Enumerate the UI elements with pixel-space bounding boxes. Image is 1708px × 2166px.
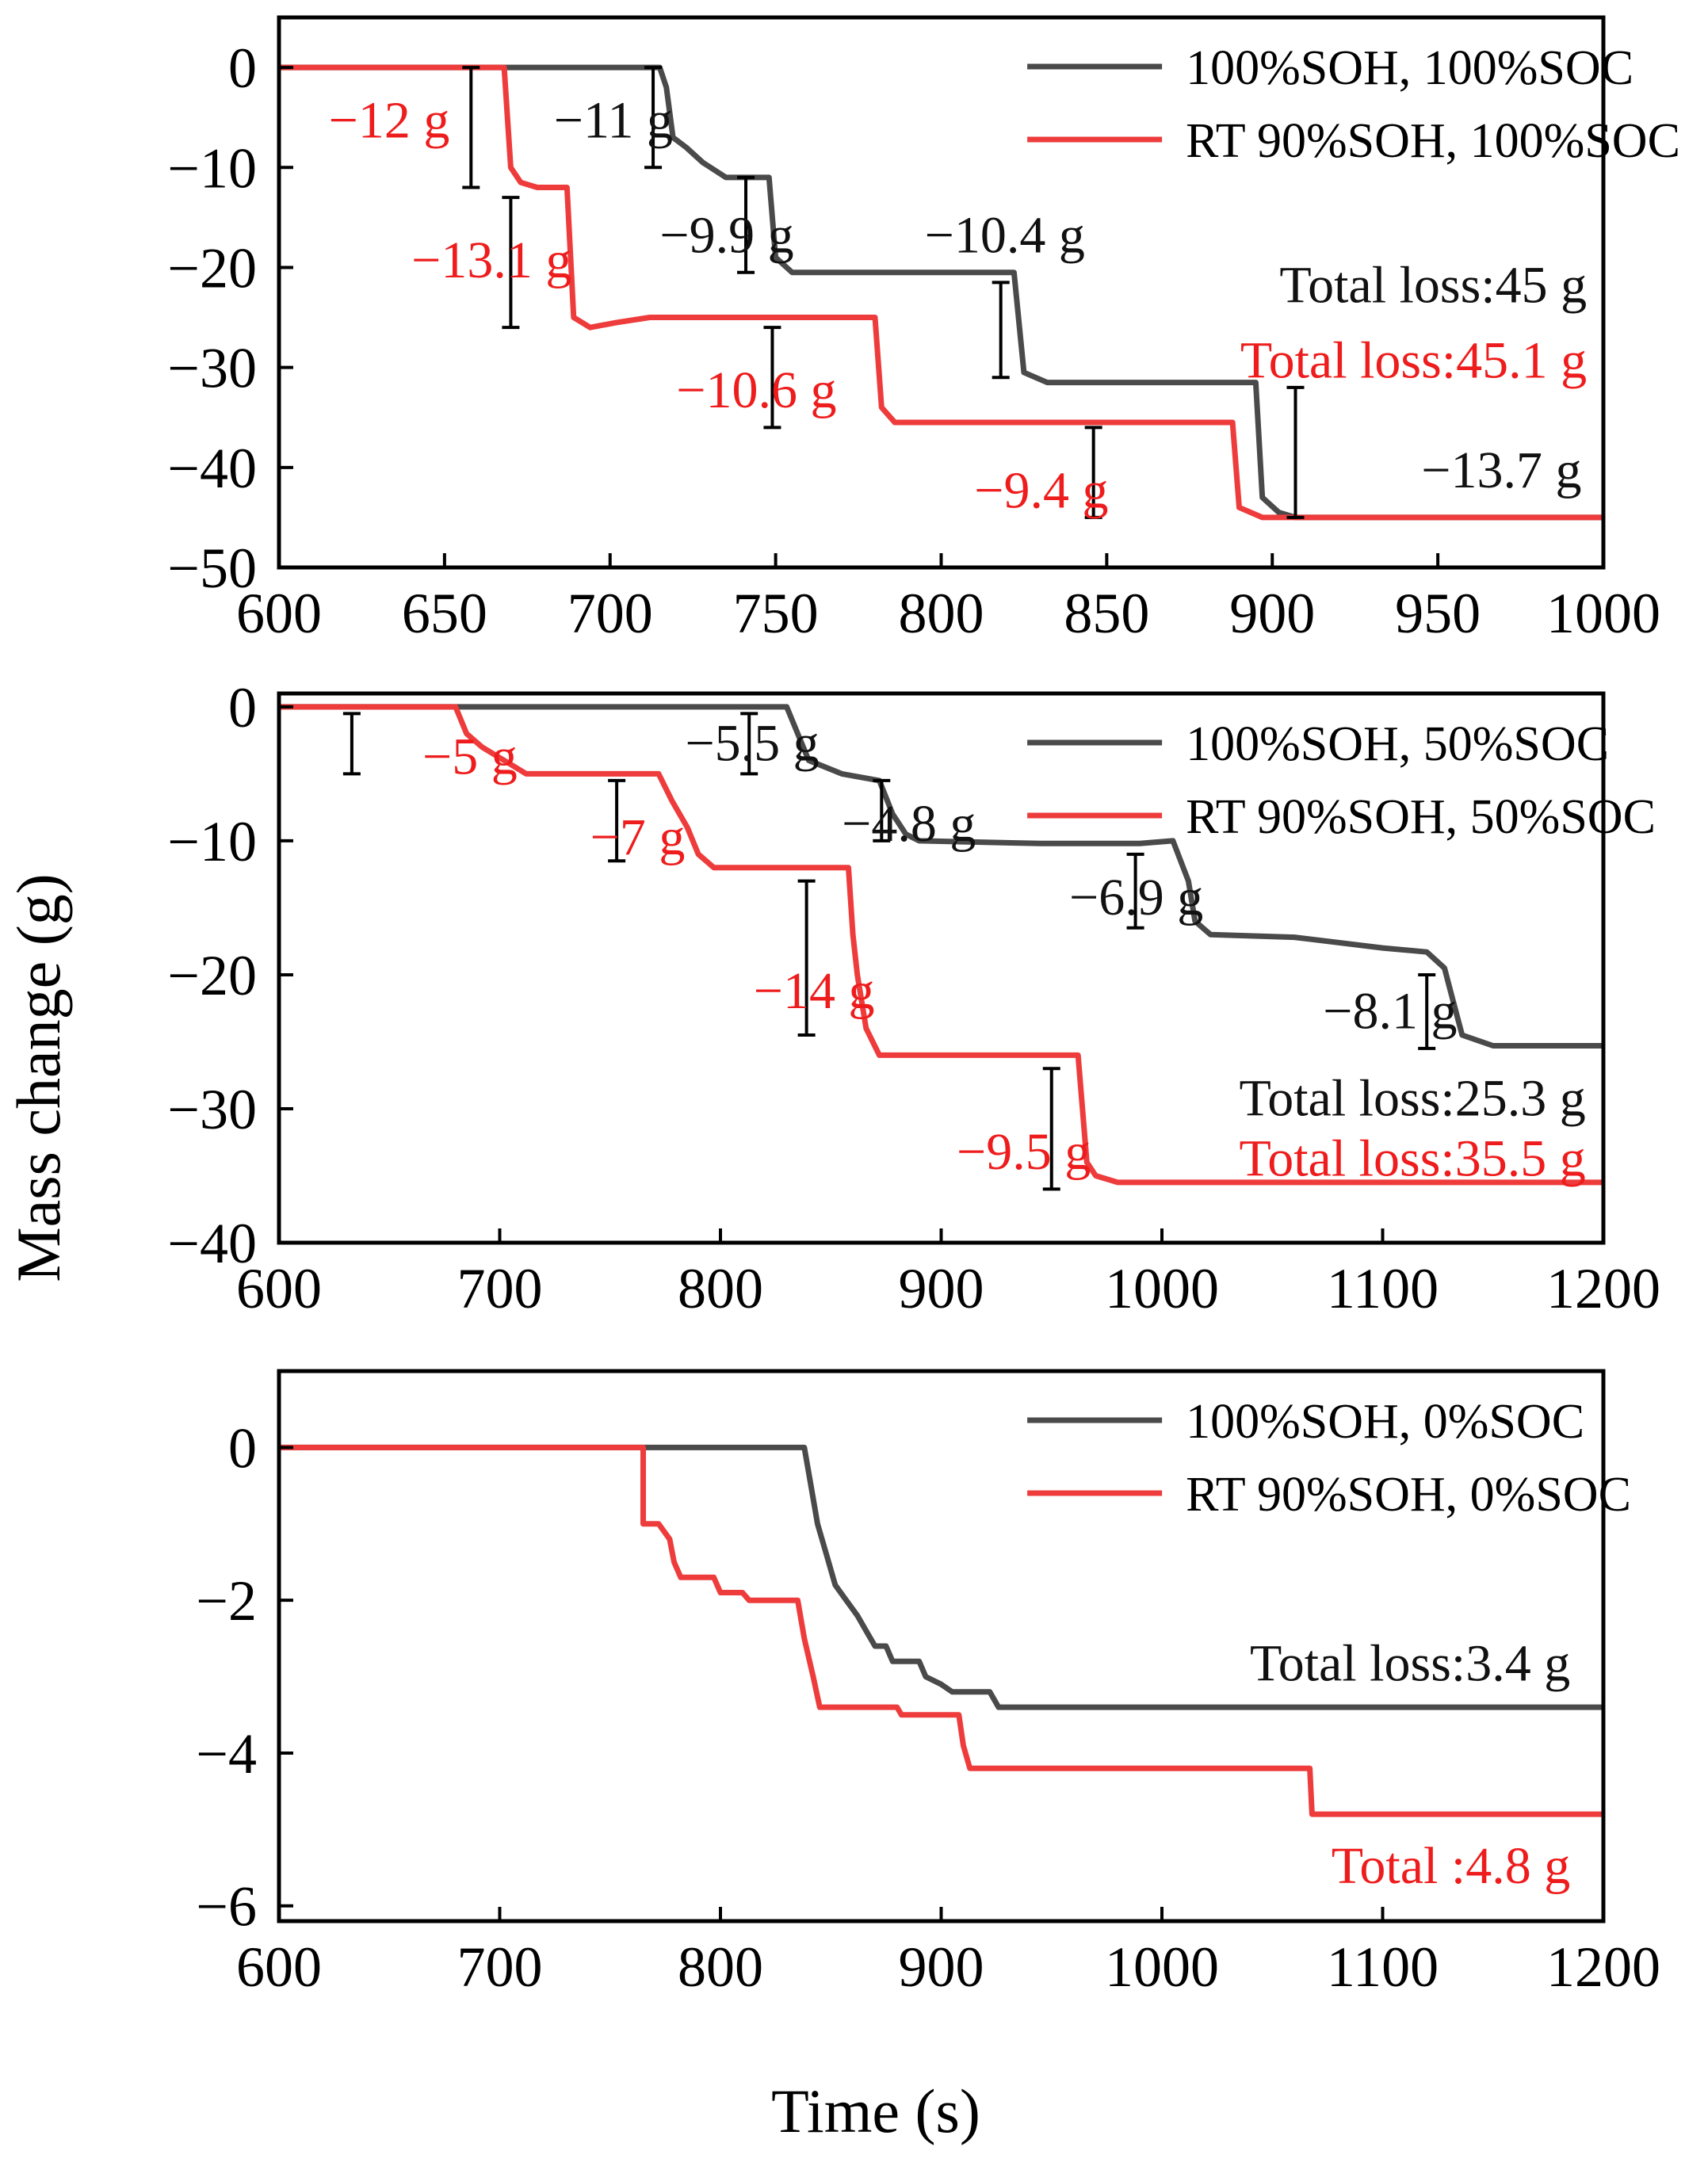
annotation-label-5: −10.4 g [925,207,1085,265]
y-tick-label: −10 [167,136,257,200]
y-tick-label: 0 [228,36,257,100]
annotation-label-6: −14 g [754,962,875,1020]
x-tick-label: 900 [899,1257,984,1320]
x-tick-label: 1000 [1105,1257,1219,1320]
series-line-1 [279,64,1603,521]
annotation-label-9: Total loss:45 g [1279,257,1587,315]
legend-label-1: 100%SOH, 100%SOC [1186,41,1633,95]
annotation-bar-4 [737,175,755,274]
y-tick-label: −40 [167,437,257,500]
annotation-label-2: −5.5 g [685,715,819,773]
x-tick-label: 800 [678,1935,763,1999]
chart-panel-2: 600 700 800 900 1000 1100 1200 0 −10 −20 −30 −40 100… [167,676,1660,1320]
x-tick-label: 1100 [1327,1257,1439,1320]
y-tick-label: −40 [167,1212,257,1275]
legend-label-2: RT 90%SOH, 100%SOC [1186,114,1680,168]
x-tick-label: 600 [236,1257,322,1320]
annotation-bar-7 [1084,426,1102,519]
y-tick-label: −20 [167,236,257,300]
y-tick-label: 0 [228,1416,257,1480]
x-tick-label: 800 [678,1257,763,1320]
annotation-bar-2 [740,712,758,776]
annotation-label-9: Total loss:25.3 g [1240,1069,1586,1127]
annotation-label-10: Total loss:35.5 g [1240,1129,1586,1187]
annotation-label-3: −13.1 g [411,231,571,289]
annotation-label-1: Total loss:3.4 g [1250,1634,1570,1692]
x-tick-label: 950 [1395,582,1481,645]
annotation-bar-3 [608,778,626,863]
y-tick-label: −50 [167,537,257,600]
y-tick-label: −6 [196,1875,257,1939]
x-tick-label: 700 [457,1935,543,1999]
annotation-bar-3 [502,196,520,330]
legend-label-1: 100%SOH, 0%SOC [1186,1395,1584,1449]
x-tick-label: 1000 [1546,582,1660,645]
x-tick-label: 1200 [1546,1257,1660,1320]
annotation-bar-4 [873,778,891,842]
annotation-bar-5 [992,281,1010,380]
annotation-label-6: −10.6 g [676,361,836,419]
annotation-label-1: −12 g [329,91,450,149]
annotation-bar-6 [763,326,781,430]
x-tick-label: 850 [1064,582,1149,645]
y-axis-label: Mass change (g) [4,873,73,1282]
x-tick-label: 900 [899,1935,984,1999]
annotation-bar-1 [462,66,480,189]
y-tick-label: −20 [167,944,257,1007]
y-tick-label: −30 [167,337,257,400]
annotation-bar-8 [1042,1067,1060,1191]
x-tick-label: 600 [236,582,322,645]
x-tick-label: 1200 [1546,1935,1660,1999]
annotation-bar-6 [797,879,816,1037]
x-tick-label: 700 [457,1257,543,1320]
x-tick-label: 1000 [1105,1935,1219,1999]
series-line-2 [279,64,1603,521]
annotation-bar-2 [644,66,663,170]
chart-panel-3: 600 700 800 900 1000 1100 1200 0 −2 −4 −6 100%SOH, … [196,1369,1660,1999]
annotation-label-8: −9.5 g [957,1123,1091,1181]
annotation-label-2: −11 g [554,91,673,149]
annotation-bar-7 [1418,972,1436,1050]
x-tick-label: 800 [899,582,984,645]
series-line-1 [279,704,1603,1049]
series-line-1 [279,1444,1603,1710]
x-tick-label: 900 [1229,582,1315,645]
y-tick-label: −2 [196,1569,257,1633]
x-tick-label: 600 [236,1935,322,1999]
annotation-label-4: −9.9 g [659,207,793,265]
annotation-label-2: Total :4.8 g [1332,1837,1571,1895]
series-line-2 [279,1444,1603,1817]
series-line-2 [279,704,1603,1186]
chart-panel-1: 600 650 700 750 800 850 900 950 1000 0 −10 −20 −30 −4… [167,15,1680,645]
x-tick-label: 700 [567,582,653,645]
legend-label-2: RT 90%SOH, 0%SOC [1186,1468,1631,1522]
annotation-label-8: −13.7 g [1421,441,1581,499]
x-tick-label: 1100 [1327,1935,1439,1999]
legend-label-2: RT 90%SOH, 50%SOC [1186,790,1656,844]
annotation-bar-8 [1286,385,1305,519]
annotation-label-3: −7 g [590,808,686,866]
annotation-label-1: −5 g [422,728,518,785]
y-tick-label: −10 [167,810,257,873]
x-tick-label: 650 [402,582,487,645]
annotation-label-5: −6.9 g [1069,869,1203,926]
annotation-bar-1 [342,712,361,776]
annotation-label-10: Total loss:45.1 g [1240,331,1587,389]
annotation-bar-5 [1126,852,1144,930]
y-tick-label: −4 [196,1722,257,1786]
annotation-label-4: −4.8 g [842,795,976,853]
x-tick-label: 750 [733,582,819,645]
x-axis-label: Time (s) [771,2076,980,2145]
annotation-label-7: −9.4 g [974,461,1108,519]
y-tick-label: 0 [228,676,257,739]
annotation-label-7: −8.1 g [1323,983,1457,1041]
legend-label-1: 100%SOH, 50%SOC [1186,717,1609,771]
y-tick-label: −30 [167,1078,257,1141]
